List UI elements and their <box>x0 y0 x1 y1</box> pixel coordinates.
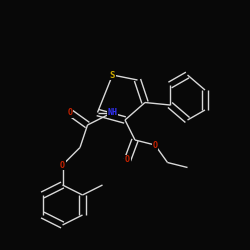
Text: O: O <box>125 156 130 164</box>
Text: O: O <box>152 140 158 149</box>
Text: O: O <box>60 160 65 170</box>
Text: S: S <box>110 70 115 80</box>
Text: O: O <box>68 108 72 117</box>
Text: NH: NH <box>108 108 118 117</box>
